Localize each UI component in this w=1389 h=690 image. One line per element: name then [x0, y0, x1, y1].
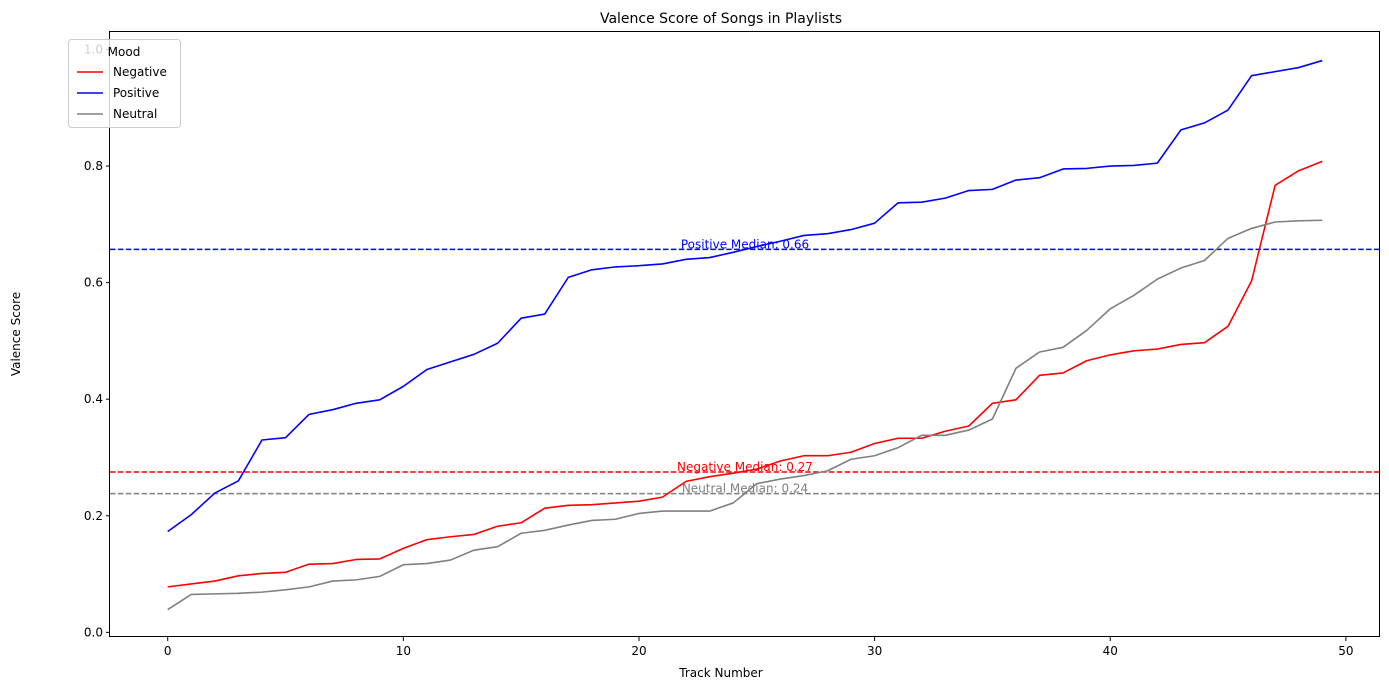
chart-title: Valence Score of Songs in Playlists: [600, 11, 842, 27]
x-tick-label: 10: [396, 644, 411, 658]
x-tick-label: 30: [867, 644, 882, 658]
legend-label-positive: Positive: [113, 86, 159, 100]
y-tick-label: 0.8: [84, 159, 103, 173]
x-tick-label: 0: [164, 644, 172, 658]
legend-box: [68, 39, 181, 128]
plot-area: Positive Median: 0.66 Negative Median: 0.…: [110, 59, 1380, 611]
series-line-neutral: [167, 219, 1323, 611]
legend-label-negative: Negative: [113, 65, 167, 79]
series-line-negative: [167, 160, 1323, 588]
x-axis-label: Track Number: [678, 666, 762, 680]
legend-title: Mood: [108, 45, 141, 59]
y-tick-label: 0.0: [84, 625, 103, 639]
legend-label-neutral: Neutral: [113, 107, 157, 121]
x-tick-label: 50: [1338, 644, 1353, 658]
median-label-neutral: Neutral Median: 0.24: [682, 482, 808, 496]
y-axis-label: Valence Score: [9, 292, 23, 376]
y-tick-label: 0.2: [84, 509, 103, 523]
x-tick-label: 40: [1103, 644, 1118, 658]
median-label-positive: Positive Median: 0.66: [681, 237, 809, 251]
legend: Mood Negative Positive Neutral: [68, 39, 181, 128]
median-label-negative: Negative Median: 0.27: [677, 460, 813, 474]
series-line-positive: [167, 59, 1323, 533]
axes-frame: [109, 31, 1380, 637]
x-tick-label: 20: [631, 644, 646, 658]
y-tick-label: 0.6: [84, 276, 103, 290]
y-tick-label: 0.4: [84, 392, 103, 406]
